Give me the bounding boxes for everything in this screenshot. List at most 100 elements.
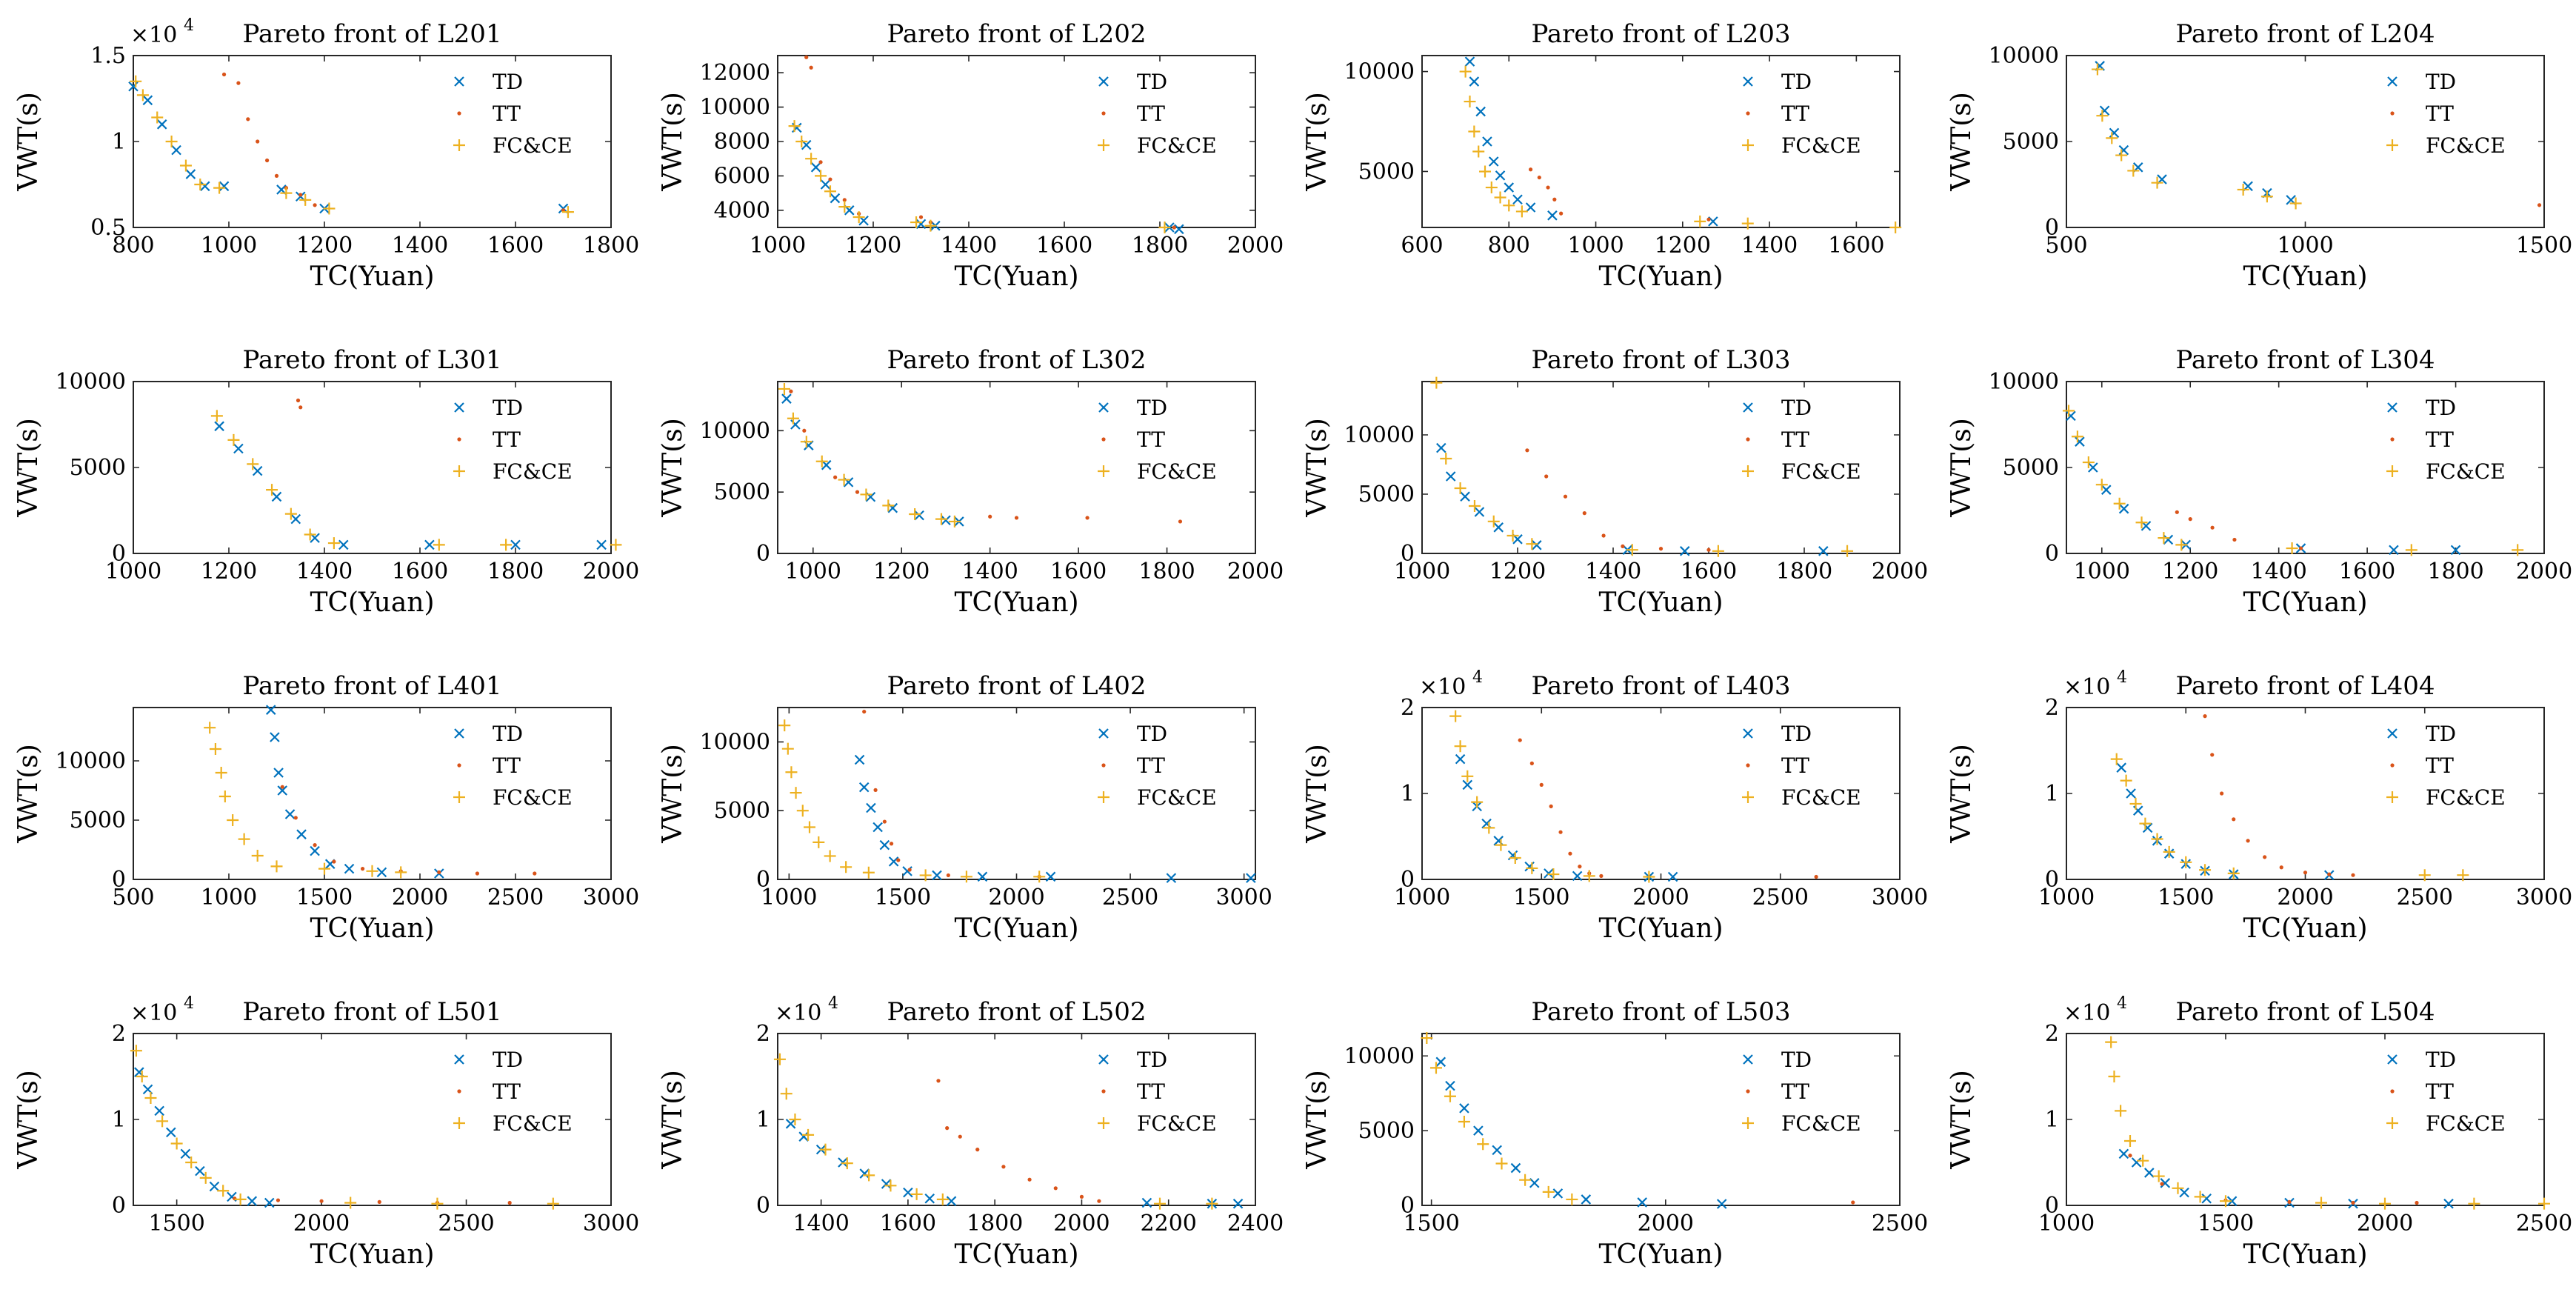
legend-marker <box>1101 111 1106 116</box>
data-point <box>988 514 992 519</box>
data-point <box>910 216 923 229</box>
series-tt <box>1525 448 1711 552</box>
series-tt <box>862 709 1041 879</box>
legend-marker <box>453 791 465 803</box>
data-point <box>800 436 812 448</box>
legend: TD TT FC&CE <box>1098 1048 1217 1136</box>
data-point <box>179 159 192 172</box>
data-point <box>299 193 312 206</box>
data-point <box>1445 471 1456 482</box>
x-axis-label: TC(Yuan) <box>310 588 434 618</box>
data-point <box>1178 519 1183 524</box>
data-point <box>1583 870 1595 882</box>
y-exponent-power: 4 <box>2117 994 2127 1013</box>
data-point <box>841 1157 853 1170</box>
data-point <box>277 785 288 796</box>
data-point <box>171 144 181 156</box>
data-point <box>2082 456 2095 469</box>
data-point <box>798 1131 809 1142</box>
legend-label: TD <box>1137 70 1167 94</box>
data-point <box>2175 510 2179 514</box>
data-point <box>804 821 815 833</box>
legend: TD TT FC&CE <box>453 1048 573 1136</box>
x-tick-label: 2500 <box>2516 1211 2572 1237</box>
legend-label: FC&CE <box>493 785 573 810</box>
data-point <box>820 179 831 190</box>
legend-marker <box>2387 402 2398 413</box>
data-point <box>218 181 230 192</box>
y-tick-label: 5000 <box>70 455 126 481</box>
data-point <box>1599 873 1604 878</box>
y-tick-label: 5000 <box>2003 455 2059 481</box>
data-point <box>2091 63 2103 76</box>
data-point <box>1464 56 1475 67</box>
data-point <box>1421 1032 1433 1045</box>
data-point <box>199 181 210 192</box>
series-td <box>781 393 964 527</box>
legend-label: TD <box>493 722 523 746</box>
data-point <box>838 473 850 486</box>
data-point <box>130 1045 142 1057</box>
data-point <box>2075 436 2085 447</box>
data-point <box>1461 770 1474 782</box>
subplot-12: Pareto front of L404 1000 1500 2000 2500 3000… <box>1946 668 2572 944</box>
data-point <box>858 782 870 793</box>
legend-label: TD <box>2426 396 2456 420</box>
data-point <box>1563 494 1568 499</box>
x-tick-label: 1200 <box>296 233 353 259</box>
y-axis-label: VWT(s) <box>1302 92 1332 192</box>
subplot-11: Pareto front of L403 1000 1500 2000 2500 3000… <box>1302 668 1928 944</box>
legend-label: TD <box>1781 722 1812 746</box>
data-point <box>2128 1154 2132 1158</box>
data-point <box>166 1127 176 1138</box>
x-tick-label: 800 <box>112 233 154 259</box>
y-exponent-power: 4 <box>184 994 194 1013</box>
data-point <box>2203 714 2207 719</box>
legend-label: FC&CE <box>1781 459 1861 484</box>
data-point <box>2106 132 2118 144</box>
data-point <box>2175 539 2188 551</box>
legend-marker <box>1746 437 1750 442</box>
data-point <box>431 1197 444 1210</box>
data-point <box>1158 222 1171 233</box>
data-point <box>2115 149 2128 162</box>
data-point <box>773 1053 786 1065</box>
data-point <box>1626 544 1638 556</box>
data-point <box>2071 430 2083 443</box>
data-point <box>1455 753 1466 765</box>
x-tick-label: 1400 <box>392 233 448 259</box>
y-exponent-label: ×10 4 <box>2063 994 2127 1026</box>
data-point <box>273 768 284 778</box>
x-tick-label: 1800 <box>2427 559 2483 585</box>
data-point <box>1643 871 1655 883</box>
legend-marker <box>457 437 461 442</box>
data-point <box>376 867 387 878</box>
data-point <box>377 1199 381 1204</box>
data-point <box>1495 839 1507 851</box>
data-point <box>2180 856 2192 868</box>
data-point <box>561 206 574 219</box>
x-tick-label: 1400 <box>2250 559 2306 585</box>
data-point <box>2468 1197 2480 1210</box>
data-point <box>790 419 801 430</box>
data-point <box>1539 782 1544 787</box>
legend-label: TD <box>493 70 523 94</box>
data-point <box>296 829 307 839</box>
y-tick-label: 2 <box>756 1021 770 1047</box>
data-point <box>2315 1197 2327 1209</box>
axes-box <box>777 381 1256 554</box>
data-point <box>1578 865 1582 869</box>
data-point <box>2137 1154 2149 1167</box>
series-fcce <box>210 410 622 551</box>
legend-label: FC&CE <box>1781 785 1861 810</box>
data-point <box>778 719 791 732</box>
data-point <box>270 860 283 873</box>
data-point <box>185 1156 198 1168</box>
legend-marker <box>1742 139 1754 151</box>
data-point <box>2124 1135 2136 1147</box>
data-point <box>932 870 942 881</box>
data-point <box>199 1171 212 1184</box>
y-exponent-power: 4 <box>2117 668 2127 687</box>
data-point <box>1479 165 1492 178</box>
x-tick-label: 1500 <box>1403 1211 1459 1237</box>
